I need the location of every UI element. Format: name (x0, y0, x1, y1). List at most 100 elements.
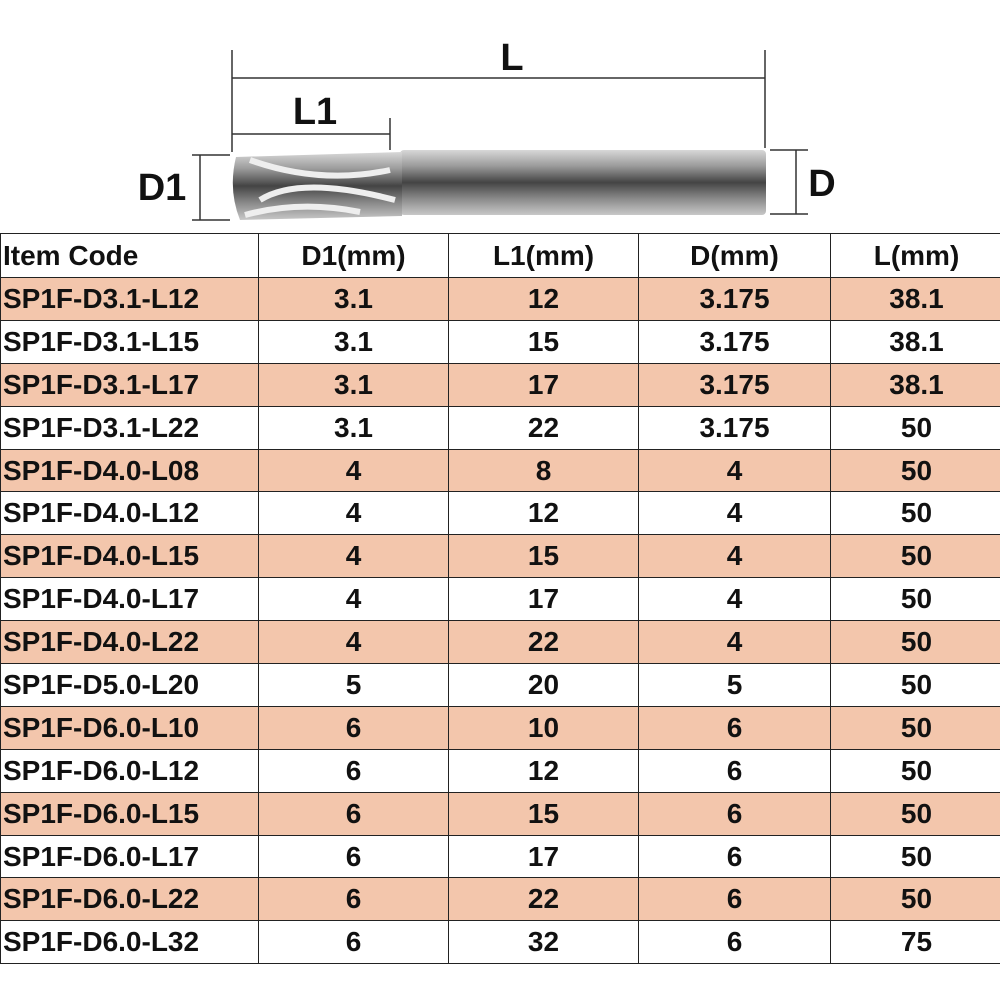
cell: SP1F-D4.0-L17 (0, 577, 259, 622)
cell: 3.175 (638, 362, 831, 407)
row: SP1F-D4.0-L15 4 15 4 50 (0, 534, 1000, 579)
cell: 22 (448, 877, 639, 922)
cell: 6 (258, 748, 449, 793)
cell: 3.175 (638, 319, 831, 364)
cell: 50 (830, 791, 1000, 836)
cell: 38.1 (830, 362, 1000, 407)
row: SP1F-D3.1-L12 3.1 12 3.175 38.1 (0, 277, 1000, 321)
cell: 12 (448, 491, 639, 536)
shank (400, 150, 766, 215)
cell: 50 (830, 748, 1000, 793)
cell: SP1F-D4.0-L22 (0, 620, 259, 665)
cell: SP1F-D5.0-L20 (0, 663, 259, 707)
cell: 5 (258, 663, 449, 707)
row: SP1F-D4.0-L17 4 17 4 50 (0, 577, 1000, 622)
row: SP1F-D6.0-L22 6 22 6 50 (0, 877, 1000, 922)
cell: 17 (448, 362, 639, 407)
cell: L1(mm) (448, 233, 639, 278)
cell: L(mm) (830, 233, 1000, 278)
cell: 3.175 (638, 405, 831, 450)
cell: 22 (448, 620, 639, 665)
cell: 50 (830, 491, 1000, 536)
cell: 4 (638, 448, 831, 493)
cell: 50 (830, 663, 1000, 707)
cell: 6 (638, 920, 831, 965)
cell: 4 (638, 491, 831, 536)
row: SP1F-D3.1-L15 3.1 15 3.175 38.1 (0, 319, 1000, 364)
cell: 4 (258, 448, 449, 493)
cell: D1(mm) (258, 233, 449, 278)
cell: 38.1 (830, 319, 1000, 364)
cell: 3.1 (258, 362, 449, 407)
cell: 12 (448, 277, 639, 321)
cell: D(mm) (638, 233, 831, 278)
row: SP1F-D5.0-L20 5 20 5 50 (0, 663, 1000, 707)
spec-table: Item Code D1(mm) L1(mm) D(mm) L(mm) SP1F-D3.1… (0, 233, 1000, 965)
cell: Item Code (0, 233, 259, 278)
cell: 50 (830, 834, 1000, 879)
cell: 6 (258, 877, 449, 922)
cell: 3.1 (258, 405, 449, 450)
row: SP1F-D4.0-L08 4 8 4 50 (0, 448, 1000, 493)
end-mill-diagram: L L1 D1 D (138, 37, 836, 221)
cell: SP1F-D6.0-L12 (0, 748, 259, 793)
cell: 4 (258, 620, 449, 665)
cell: SP1F-D4.0-L08 (0, 448, 259, 493)
cell: 6 (638, 834, 831, 879)
cell: SP1F-D6.0-L10 (0, 705, 259, 750)
cell: 50 (830, 620, 1000, 665)
row: SP1F-D6.0-L10 6 10 6 50 (0, 705, 1000, 750)
cell: 38.1 (830, 277, 1000, 321)
cell: SP1F-D6.0-L17 (0, 834, 259, 879)
cell: 10 (448, 705, 639, 750)
cell: 4 (258, 577, 449, 622)
cell: 6 (638, 791, 831, 836)
cell: 4 (638, 577, 831, 622)
cell: SP1F-D4.0-L15 (0, 534, 259, 579)
cell: SP1F-D6.0-L15 (0, 791, 259, 836)
row: SP1F-D6.0-L32 6 32 6 75 (0, 920, 1000, 965)
cell: 6 (258, 920, 449, 965)
cell: 4 (638, 620, 831, 665)
row: SP1F-D4.0-L22 4 22 4 50 (0, 620, 1000, 665)
cell: SP1F-D3.1-L15 (0, 319, 259, 364)
cell: SP1F-D4.0-L12 (0, 491, 259, 536)
cell: 22 (448, 405, 639, 450)
row: SP1F-D6.0-L12 6 12 6 50 (0, 748, 1000, 793)
cell: 4 (638, 534, 831, 579)
row: SP1F-D4.0-L12 4 12 4 50 (0, 491, 1000, 536)
cell: 12 (448, 748, 639, 793)
cell: 50 (830, 448, 1000, 493)
cell: 50 (830, 705, 1000, 750)
cell: SP1F-D6.0-L22 (0, 877, 259, 922)
row: SP1F-D3.1-L17 3.1 17 3.175 38.1 (0, 362, 1000, 407)
cell: 6 (258, 705, 449, 750)
cell: 15 (448, 319, 639, 364)
dim-label: D1 (138, 167, 187, 209)
cell: 3.1 (258, 277, 449, 321)
cell: 17 (448, 577, 639, 622)
dim-label: D (808, 163, 835, 205)
row: SP1F-D6.0-L15 6 15 6 50 (0, 791, 1000, 836)
cell: 8 (448, 448, 639, 493)
cell: 15 (448, 534, 639, 579)
cell: 6 (638, 748, 831, 793)
cell: 4 (258, 534, 449, 579)
cell: 50 (830, 405, 1000, 450)
cell: 17 (448, 834, 639, 879)
cell: 50 (830, 534, 1000, 579)
cell: SP1F-D3.1-L17 (0, 362, 259, 407)
header-row: Item Code D1(mm) L1(mm) D(mm) L(mm) (0, 233, 1000, 278)
cell: 32 (448, 920, 639, 965)
row: SP1F-D3.1-L22 3.1 22 3.175 50 (0, 405, 1000, 450)
cell: 20 (448, 663, 639, 707)
cell: SP1F-D3.1-L22 (0, 405, 259, 450)
cell: 75 (830, 920, 1000, 965)
dim-label: L1 (293, 91, 337, 133)
cell: 15 (448, 791, 639, 836)
cell: 6 (638, 877, 831, 922)
dim-label: L (500, 37, 523, 79)
row: SP1F-D6.0-L17 6 17 6 50 (0, 834, 1000, 879)
cell: SP1F-D3.1-L12 (0, 277, 259, 321)
